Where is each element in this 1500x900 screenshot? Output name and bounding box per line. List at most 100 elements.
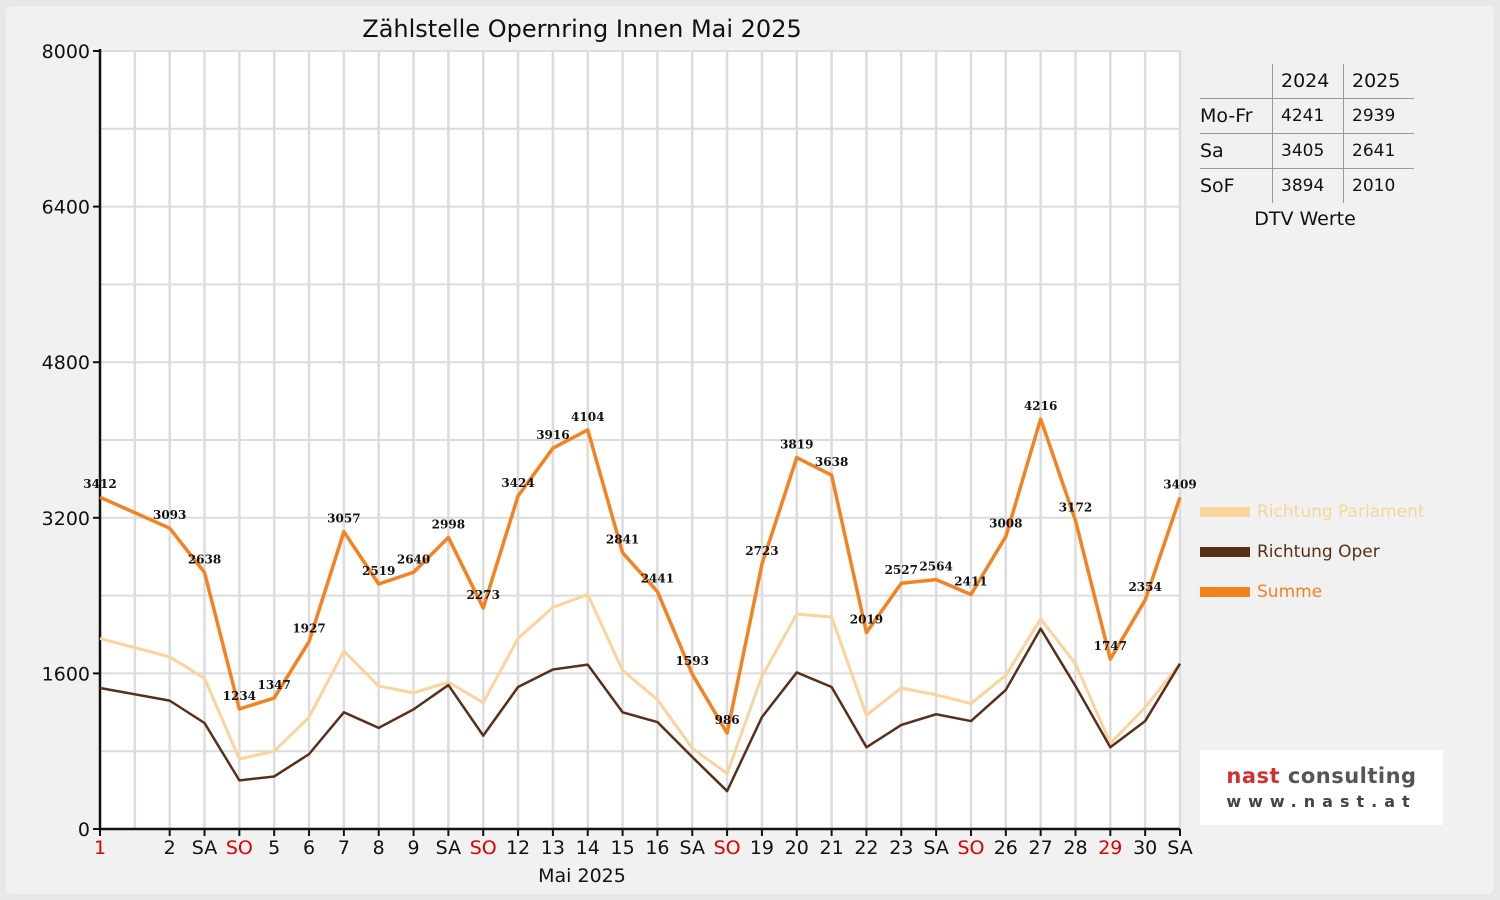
x-tick-label: 23: [889, 837, 913, 859]
dtv-row-mofr: Mo-Fr 4241 2939: [1200, 98, 1414, 134]
x-tick-label: SA: [192, 837, 217, 859]
data-label: 1593: [676, 654, 709, 668]
x-axis-label: Mai 2025: [538, 865, 626, 887]
data-label: 1234: [223, 689, 256, 703]
data-label: 1747: [1094, 639, 1127, 653]
y-tick-label: 3200: [42, 508, 90, 530]
x-tick-label: 12: [506, 837, 530, 859]
data-label: 3916: [536, 428, 569, 442]
logo-word-nast: nast: [1226, 764, 1281, 788]
chart-title: Zählstelle Opernring Innen Mai 2025: [362, 15, 802, 43]
data-label: 2723: [745, 544, 778, 558]
dtv-header-2025: 2025: [1343, 64, 1414, 99]
legend-label: Richtung Oper: [1257, 542, 1380, 562]
data-label: 2640: [397, 552, 430, 566]
dtv-cell-2025: 2010: [1343, 168, 1414, 203]
x-tick-label: SA: [1167, 837, 1192, 859]
logo-wordmark: nast consulting: [1200, 764, 1443, 788]
data-label: 4216: [1024, 399, 1057, 413]
dtv-row-sa: Sa 3405 2641: [1200, 133, 1414, 169]
y-tick-label: 0: [78, 819, 90, 841]
x-tick-label: SA: [680, 837, 705, 859]
data-label: 2527: [885, 563, 918, 577]
dtv-row-label: Mo-Fr: [1200, 98, 1273, 134]
legend-swatch: [1200, 507, 1250, 517]
x-tick-label: SA: [923, 837, 948, 859]
x-tick-label: 15: [610, 837, 634, 859]
x-tick-label: 29: [1098, 837, 1122, 859]
x-tick-label: SO: [714, 837, 741, 859]
x-tick-label: 19: [750, 837, 774, 859]
data-label: 3409: [1163, 477, 1196, 491]
data-label: 1347: [257, 678, 290, 692]
y-tick-label: 4800: [42, 352, 90, 374]
data-label: 2019: [850, 613, 883, 627]
x-tick-label: 5: [268, 837, 280, 859]
dtv-header-2024: 2024: [1272, 64, 1344, 99]
nast-logo: nast consulting www.nast.at: [1200, 750, 1443, 825]
legend-swatch: [1200, 587, 1250, 597]
x-tick-label: 21: [820, 837, 844, 859]
logo-word-consulting: consulting: [1287, 764, 1417, 788]
legend-swatch: [1200, 547, 1250, 557]
dtv-cell-2024: 4241: [1272, 98, 1344, 134]
x-tick-label: 8: [373, 837, 385, 859]
dtv-cell-2025: 2641: [1343, 133, 1414, 169]
x-tick-label: 16: [645, 837, 669, 859]
data-label: 3057: [327, 512, 360, 526]
x-tick-label: SO: [470, 837, 497, 859]
x-tick-label: SA: [436, 837, 461, 859]
data-label: 2841: [606, 533, 639, 547]
data-label: 2411: [954, 575, 987, 589]
data-label: 3093: [153, 508, 186, 522]
legend-item-oper: Richtung Oper: [1200, 532, 1425, 572]
x-tick-label: 9: [408, 837, 420, 859]
x-tick-label: 30: [1133, 837, 1157, 859]
data-label: 3819: [780, 438, 813, 452]
logo-url: www.nast.at: [1226, 792, 1417, 811]
data-label: 4104: [571, 410, 604, 424]
x-tick-label: 20: [785, 837, 809, 859]
x-tick-label: 22: [854, 837, 878, 859]
y-tick-label: 1600: [42, 663, 90, 685]
dtv-header-row: 2024 2025: [1200, 64, 1414, 99]
x-tick-label: 13: [541, 837, 565, 859]
data-label: 3424: [501, 476, 534, 490]
data-label: 2354: [1128, 580, 1161, 594]
data-label: 2638: [188, 552, 221, 566]
x-tick-label: 1: [94, 837, 106, 859]
dtv-row-label: SoF: [1200, 168, 1273, 203]
legend-item-summe: Summe: [1200, 572, 1425, 612]
x-tick-label: 7: [338, 837, 350, 859]
dtv-caption: DTV Werte: [1254, 208, 1356, 230]
data-label: 3412: [83, 477, 116, 491]
y-tick-label: 6400: [42, 197, 90, 219]
dtv-cell-2024: 3894: [1272, 168, 1344, 203]
x-tick-label: 2: [164, 837, 176, 859]
x-tick-label: 14: [576, 837, 600, 859]
data-label: 3638: [815, 455, 848, 469]
data-label: 2564: [919, 560, 952, 574]
dtv-cell-2025: 2939: [1343, 98, 1414, 134]
data-label: 3008: [989, 516, 1022, 530]
x-tick-label: SO: [957, 837, 984, 859]
data-label: 2998: [432, 517, 465, 531]
dtv-row-label: Sa: [1200, 133, 1273, 169]
data-label: 2519: [362, 564, 395, 578]
legend-label: Summe: [1257, 582, 1323, 602]
x-tick-label: 6: [303, 837, 315, 859]
x-tick-label: SO: [226, 837, 253, 859]
y-tick-label: 8000: [42, 41, 90, 63]
data-label: 1927: [292, 622, 325, 636]
chart-legend: Richtung Parlament Richtung Oper Summe: [1200, 492, 1425, 612]
x-tick-label: 27: [1029, 837, 1053, 859]
data-label: 986: [715, 713, 740, 727]
legend-label: Richtung Parlament: [1257, 502, 1425, 522]
dtv-cell-2024: 3405: [1272, 133, 1344, 169]
legend-item-parlament: Richtung Parlament: [1200, 492, 1425, 532]
dtv-header-corner: [1200, 64, 1273, 99]
data-label: 2273: [467, 588, 500, 602]
dtv-row-sof: SoF 3894 2010: [1200, 168, 1414, 203]
x-tick-label: 26: [994, 837, 1018, 859]
